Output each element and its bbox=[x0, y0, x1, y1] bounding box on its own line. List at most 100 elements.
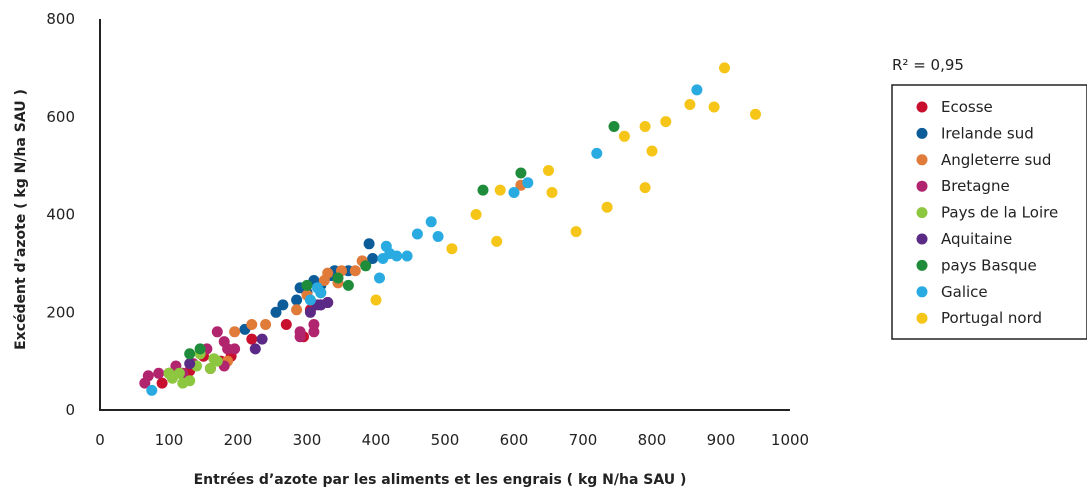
legend-marker bbox=[916, 312, 928, 324]
x-tick-label: 1000 bbox=[771, 431, 809, 449]
x-tick-label: 200 bbox=[224, 431, 253, 449]
data-point bbox=[515, 167, 527, 179]
data-point bbox=[477, 184, 489, 196]
data-point bbox=[391, 250, 403, 262]
x-tick-label: 800 bbox=[638, 431, 667, 449]
data-point bbox=[211, 326, 223, 338]
data-point bbox=[304, 294, 316, 306]
legend-label: Aquitaine bbox=[941, 230, 1012, 248]
legend-label: pays Basque bbox=[941, 256, 1037, 274]
data-point bbox=[294, 326, 306, 338]
data-point bbox=[374, 272, 385, 284]
data-point bbox=[280, 319, 292, 330]
legend-marker bbox=[916, 127, 928, 139]
x-tick-label: 300 bbox=[293, 431, 322, 449]
legend-marker bbox=[916, 207, 928, 219]
data-point bbox=[570, 226, 582, 238]
data-point bbox=[194, 343, 206, 355]
data-point bbox=[270, 306, 282, 318]
legend: Ecosse Irelande sud Angleterre sud Bretagne… bbox=[891, 84, 1087, 340]
legend-label: Bretagne bbox=[941, 177, 1010, 195]
legend-box bbox=[891, 84, 1087, 340]
data-point bbox=[184, 348, 196, 360]
data-point bbox=[470, 209, 482, 220]
data-point bbox=[142, 370, 154, 382]
data-point bbox=[719, 62, 730, 74]
y-tick-label: 400 bbox=[46, 206, 75, 224]
data-point bbox=[432, 231, 444, 242]
data-point bbox=[277, 299, 289, 311]
data-point bbox=[308, 319, 320, 330]
data-point bbox=[229, 343, 241, 355]
axes bbox=[99, 19, 790, 411]
data-point bbox=[173, 367, 185, 379]
data-point bbox=[522, 177, 534, 189]
data-point bbox=[153, 367, 165, 379]
r-squared-annotation: R² = 0,95 bbox=[892, 56, 964, 74]
x-axis-title: Entrées d’azote par les aliments et les … bbox=[194, 472, 687, 488]
data-point bbox=[360, 260, 372, 272]
data-point bbox=[691, 84, 703, 96]
data-point bbox=[591, 147, 603, 159]
legend-marker bbox=[916, 101, 928, 113]
data-point bbox=[508, 187, 520, 198]
legend-marker bbox=[916, 259, 928, 271]
data-point bbox=[494, 184, 506, 196]
legend-marker bbox=[916, 233, 928, 245]
y-tick-label: 0 bbox=[65, 401, 75, 419]
data-point bbox=[750, 108, 761, 120]
data-point bbox=[184, 375, 196, 387]
x-tick-label: 500 bbox=[431, 431, 460, 449]
data-point bbox=[608, 121, 620, 132]
data-points bbox=[139, 62, 761, 396]
data-point bbox=[546, 187, 558, 198]
data-point bbox=[646, 145, 658, 157]
legend-label: Irelande sud bbox=[941, 124, 1034, 142]
data-point bbox=[660, 116, 672, 128]
data-point bbox=[146, 384, 158, 396]
data-point bbox=[708, 101, 720, 113]
data-point bbox=[332, 272, 344, 284]
data-point bbox=[601, 201, 613, 213]
data-point bbox=[256, 333, 268, 345]
data-point bbox=[291, 294, 303, 306]
y-tick-label: 600 bbox=[46, 108, 75, 126]
x-tick-label: 400 bbox=[362, 431, 391, 449]
data-point bbox=[260, 319, 272, 330]
data-point bbox=[543, 165, 554, 176]
data-point bbox=[401, 250, 413, 262]
legend-label: Galice bbox=[941, 283, 988, 301]
y-axis-title: Excédent d’azote ( kg N/ha SAU ) bbox=[13, 89, 29, 350]
data-point bbox=[639, 182, 651, 194]
data-point bbox=[246, 319, 258, 330]
data-point bbox=[301, 279, 313, 291]
x-tick-label: 100 bbox=[155, 431, 184, 449]
data-point bbox=[249, 343, 261, 355]
data-point bbox=[411, 228, 423, 240]
data-point bbox=[322, 297, 334, 308]
legend-label: Portugal nord bbox=[941, 309, 1042, 327]
tick-labels: 0 100 200 300 400 500 600 700 800 900 1000 0 200 400 6… bbox=[46, 10, 809, 449]
data-point bbox=[618, 130, 630, 142]
data-point bbox=[684, 99, 696, 110]
x-tick-label: 0 bbox=[95, 431, 105, 449]
data-point bbox=[349, 265, 361, 277]
data-point bbox=[246, 333, 258, 345]
data-point bbox=[229, 326, 241, 338]
data-point bbox=[211, 355, 223, 367]
data-point bbox=[639, 121, 651, 132]
x-tick-label: 700 bbox=[569, 431, 598, 449]
data-point bbox=[367, 253, 379, 264]
data-point bbox=[491, 235, 503, 247]
x-tick-label: 900 bbox=[707, 431, 736, 449]
data-point bbox=[184, 358, 196, 370]
data-point bbox=[204, 363, 216, 374]
legend-marker bbox=[916, 286, 928, 298]
legend-marker bbox=[916, 180, 928, 192]
legend-marker bbox=[916, 154, 928, 166]
y-tick-label: 200 bbox=[46, 303, 75, 321]
legend-label: Pays de la Loire bbox=[941, 204, 1058, 222]
legend-label: Ecosse bbox=[941, 98, 993, 116]
